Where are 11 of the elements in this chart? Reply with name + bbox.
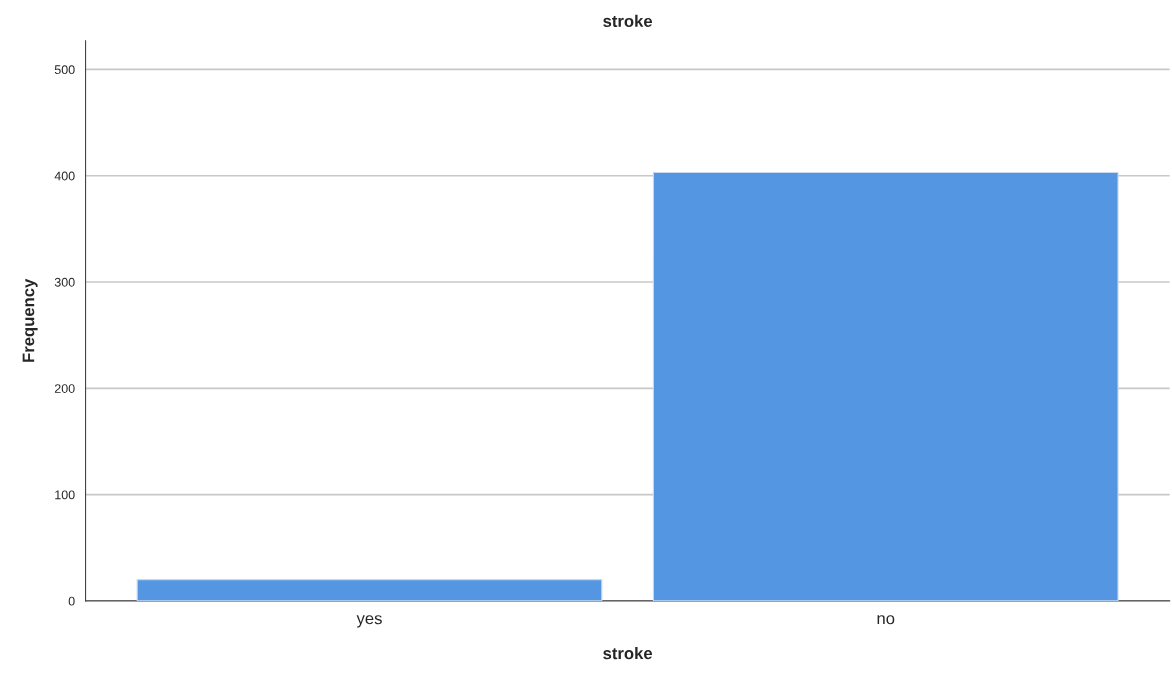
x-axis-title: stroke [603,647,653,660]
y-tick-label: 0 [68,596,75,606]
x-tick-label: no [877,615,895,625]
y-tick-label: 100 [55,490,75,500]
y-axis-title: Frequency [22,278,38,362]
y-tick-label: 400 [54,171,75,181]
y-tick-label: 500 [54,65,75,75]
y-tick-label: 300 [54,277,75,287]
x-tick-label: yes [356,615,382,628]
chart-title: stroke [603,14,653,28]
y-tick-label: 200 [54,384,75,393]
